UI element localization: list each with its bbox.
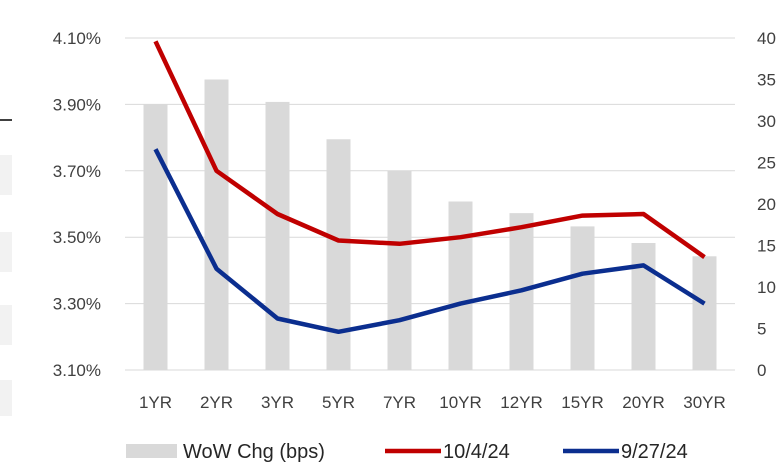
right-tick-label: 20	[757, 195, 776, 214]
x-tick-label: 7YR	[383, 393, 416, 412]
right-tick-label: 30	[757, 112, 776, 131]
x-tick-label: 1YR	[139, 393, 172, 412]
series-line	[153, 148, 706, 335]
x-tick-label: 2YR	[200, 393, 233, 412]
bar	[326, 139, 351, 370]
x-tick-label: 10YR	[439, 393, 482, 412]
left-edge-fragment	[0, 380, 12, 416]
bar	[204, 79, 229, 370]
right-tick-label: 35	[757, 71, 776, 90]
left-edge-fragment	[0, 305, 12, 345]
right-tick-label: 5	[757, 320, 766, 339]
left-edge-fragment	[0, 232, 12, 272]
chart-decorations	[0, 119, 12, 416]
x-axis: 1YR 2YR 3YR 5YR 7YR 10YR 12YR 15YR 20YR 30YR	[139, 393, 726, 412]
bar	[692, 256, 717, 370]
x-tick-label: 12YR	[500, 393, 543, 412]
x-tick-label: 20YR	[622, 393, 665, 412]
bar	[448, 201, 473, 370]
legend-label: WoW Chg (bps)	[183, 441, 325, 463]
left-tick-label: 3.30%	[53, 295, 101, 314]
x-tick-label: 3YR	[261, 393, 294, 412]
left-axis: 4.10% 3.90% 3.70% 3.50% 3.30% 3.10%	[53, 29, 101, 380]
x-tick-label: 5YR	[322, 393, 355, 412]
bar-series	[143, 79, 717, 371]
left-tick-label: 3.70%	[53, 162, 101, 181]
right-tick-label: 10	[757, 278, 776, 297]
right-tick-label: 25	[757, 154, 776, 173]
bar	[631, 243, 656, 370]
right-tick-label: 15	[757, 237, 776, 256]
legend-label: 9/27/24	[621, 441, 688, 463]
line-series	[153, 40, 706, 335]
legend: WoW Chg (bps) 10/4/24 9/27/24	[126, 441, 688, 463]
bar	[265, 101, 290, 370]
right-tick-label: 40	[757, 29, 776, 48]
x-tick-label: 15YR	[561, 393, 604, 412]
left-tick-label: 3.50%	[53, 228, 101, 247]
left-tick-label: 3.10%	[53, 361, 101, 380]
series-line	[153, 40, 706, 259]
x-tick-label: 30YR	[683, 393, 726, 412]
bar	[143, 104, 168, 371]
bar	[387, 170, 412, 370]
left-tick-label: 4.10%	[53, 29, 101, 48]
bar	[570, 226, 595, 370]
right-axis: 40 35 30 25 20 15 10 5 0	[757, 29, 776, 380]
left-edge-fragment	[0, 155, 12, 195]
left-tick-label: 3.90%	[53, 95, 101, 114]
legend-label: 10/4/24	[443, 441, 510, 463]
right-tick-label: 0	[757, 361, 766, 380]
legend-swatch	[126, 444, 177, 458]
